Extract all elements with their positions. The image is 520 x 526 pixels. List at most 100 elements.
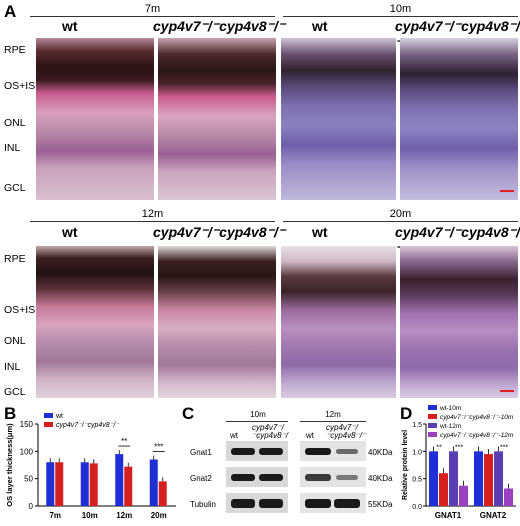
- bar: [484, 454, 493, 506]
- genotype-ko-label: cyp4v7⁻/⁻cyp4v8⁻/⁻: [395, 224, 520, 257]
- legend-swatch: [428, 414, 437, 419]
- header-line: [30, 16, 275, 17]
- genotype-ko-label: cyp4v7⁻/⁻cyp4v8⁻/⁻: [153, 18, 286, 34]
- blot-size-gnat1: 40KDa: [368, 448, 393, 457]
- legend-swatch: [44, 422, 53, 427]
- legend-swatch: [428, 423, 437, 428]
- bar: [89, 463, 98, 506]
- genotype-ko-label: cyp4v7⁻/⁻cyp4v8⁻/⁻: [395, 18, 520, 51]
- histology-7m-ko: [158, 38, 276, 200]
- layer-label-rpe: RPE: [4, 44, 26, 56]
- layer-label-onl: ONL: [4, 117, 26, 129]
- layer-label-inl: INL: [4, 142, 21, 154]
- significance-marker: **: [436, 444, 442, 451]
- legend-label: cyp4v7⁻/⁻cyp4v8⁻/⁻-10m: [440, 414, 514, 421]
- blot-tubulin-10m: [226, 493, 288, 513]
- blot-time-12m: 12m: [325, 410, 341, 419]
- y-tick-label: 100: [20, 447, 34, 456]
- blot-header-line: [226, 421, 288, 422]
- legend-swatch: [428, 405, 437, 410]
- significance-marker: **: [121, 437, 127, 446]
- panel-b-label: B: [4, 404, 17, 423]
- genotype-wt-label: wt: [312, 18, 328, 34]
- histology-20m-wt: [281, 246, 396, 398]
- blot-row-label-tubulin: Tubulin: [190, 500, 216, 509]
- os-thickness-chart: 0 50 100 150 OS layer thickness(μm) 7m 10m 12m 2…: [5, 413, 176, 520]
- genotype-ko-label: cyp4v7⁻/⁻cyp4v8⁻/⁻: [153, 224, 286, 240]
- layer-label-rpe: RPE: [4, 253, 26, 265]
- blot-gnat2-10m: [226, 467, 288, 487]
- layer-label-inl: INL: [4, 361, 21, 373]
- legend-label: cyp4v7⁻/⁻cyp4v8⁻/⁻-12m: [440, 432, 514, 439]
- time-label-10m: 10m: [389, 3, 412, 15]
- layer-label-os-is: OS+IS: [4, 80, 36, 92]
- genotype-wt-label: wt: [62, 18, 78, 34]
- bar: [158, 481, 167, 506]
- blot-gnat1-10m: [226, 441, 288, 461]
- x-tick-label: GNAT2: [480, 511, 507, 520]
- significance-marker: ***: [154, 443, 163, 452]
- x-tick-label: 12m: [116, 511, 132, 520]
- bar: [494, 451, 503, 506]
- scale-bar: [500, 390, 514, 392]
- genotype-wt-label: wt: [312, 224, 328, 240]
- legend-label: wt: [55, 413, 63, 420]
- legend-label: cyp4v7⁻/⁻cyp4v8⁻/⁻: [56, 422, 120, 429]
- header-line: [30, 221, 275, 222]
- panel-d-label: D: [400, 404, 413, 423]
- legend-swatch: [428, 432, 437, 437]
- blot-gnat1-12m: [300, 441, 366, 461]
- bar: [429, 451, 438, 506]
- blot-tubulin-12m: [300, 493, 366, 513]
- bar: [449, 451, 458, 506]
- time-label-7m: 7m: [144, 3, 161, 15]
- histology-12m-ko: [158, 246, 276, 398]
- histology-20m-ko: [400, 246, 518, 398]
- blot-row-label-gnat1: Gnat1: [190, 448, 212, 457]
- lane-label-wt: wt: [306, 431, 314, 440]
- header-line: [283, 221, 518, 222]
- bar: [474, 451, 483, 506]
- blot-time-10m: 10m: [250, 410, 266, 419]
- y-axis-label: OS layer thickness(μm): [5, 423, 14, 507]
- blot-header-line: [300, 421, 366, 422]
- bar: [115, 454, 124, 506]
- layer-label-os-is: OS+IS: [4, 304, 36, 316]
- y-tick-label: 0.0: [412, 504, 422, 511]
- significance-marker: ***: [500, 444, 508, 451]
- layer-label-onl: ONL: [4, 335, 26, 347]
- lane-label-wt: wt: [230, 431, 238, 440]
- legend-label: wt-12m: [439, 423, 461, 430]
- y-tick-label: 150: [20, 420, 34, 429]
- blot-size-tubulin: 55KDa: [368, 500, 393, 509]
- layer-label-gcl: GCL: [4, 182, 26, 194]
- histology-7m-wt: [36, 38, 154, 200]
- histology-12m-wt: [36, 246, 154, 398]
- significance-marker: ***: [455, 444, 463, 451]
- legend-label: wt-10m: [439, 405, 461, 412]
- bar: [80, 462, 89, 506]
- bar: [504, 488, 513, 506]
- y-tick-label: 50: [24, 475, 33, 484]
- blot-row-label-gnat2: Gnat2: [190, 474, 212, 483]
- time-label-12m: 12m: [141, 208, 164, 220]
- y-tick-label: 0: [29, 502, 34, 511]
- x-tick-label: 10m: [82, 511, 98, 520]
- y-tick-label: 1.0: [412, 449, 422, 456]
- bar: [459, 485, 468, 506]
- bar: [46, 462, 55, 506]
- bar: [149, 459, 158, 506]
- x-tick-label: GNAT1: [435, 511, 462, 520]
- bar: [439, 473, 448, 506]
- legend-swatch: [44, 413, 53, 418]
- panel-c-label: C: [182, 404, 195, 423]
- bar: [124, 466, 133, 506]
- genotype-wt-label: wt: [62, 224, 78, 240]
- y-tick-label: 1.5: [412, 422, 422, 429]
- blot-gnat2-12m: [300, 467, 366, 487]
- histology-10m-ko: [400, 38, 518, 200]
- x-tick-label: 20m: [151, 511, 167, 520]
- blot-size-gnat2: 40KDa: [368, 474, 393, 483]
- bar: [55, 462, 64, 506]
